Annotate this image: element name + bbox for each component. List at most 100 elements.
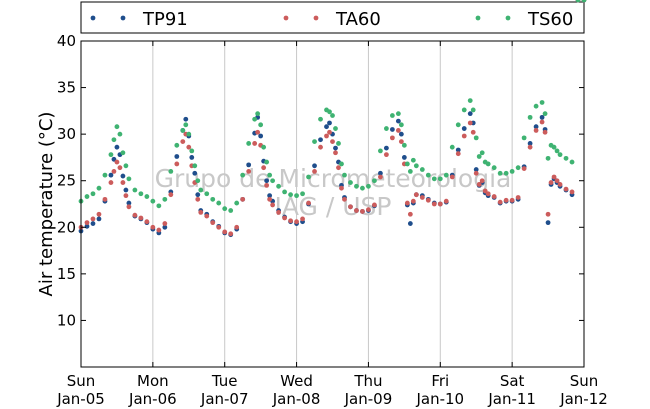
data-point [407, 211, 413, 217]
data-point [467, 98, 473, 104]
data-point [581, 0, 587, 3]
data-point [126, 204, 132, 210]
data-point [473, 167, 479, 172]
data-point [267, 196, 273, 202]
y-axis-label: Air temperature (°C) [36, 112, 57, 297]
x-tick-label-day: Mon [137, 372, 169, 390]
data-point [413, 163, 419, 169]
data-point [342, 196, 347, 202]
data-point [195, 196, 201, 202]
data-point [198, 209, 204, 215]
data-point [261, 165, 267, 171]
data-point [395, 128, 401, 133]
data-point [324, 133, 329, 139]
data-point [117, 165, 123, 171]
y-tick-label: 30 [57, 125, 76, 143]
data-point [168, 169, 174, 174]
data-point [108, 180, 114, 185]
data-point [431, 176, 437, 182]
data-point [240, 172, 246, 178]
data-point [267, 172, 273, 178]
data-point [96, 185, 102, 191]
data-point [270, 178, 276, 184]
legend-marker [283, 15, 289, 21]
data-point [84, 220, 90, 226]
data-point [461, 126, 467, 131]
data-point [372, 178, 377, 184]
data-point [545, 155, 551, 161]
data-point [306, 174, 311, 180]
data-point [228, 208, 234, 213]
data-point [545, 220, 551, 226]
data-point [539, 119, 545, 125]
data-point [533, 124, 539, 130]
data-point [90, 191, 96, 197]
watermark-line-1: Grupo de Micrometeorologia [155, 164, 512, 193]
data-point [479, 178, 485, 184]
x-tick-label-day: Thu [353, 372, 382, 390]
data-point [419, 167, 425, 172]
data-point [327, 129, 332, 135]
data-point [551, 174, 557, 180]
data-point [162, 196, 168, 202]
y-tick-label: 40 [57, 32, 76, 50]
legend-marker [90, 15, 96, 21]
data-point [449, 174, 455, 180]
data-point [123, 187, 129, 193]
data-point [216, 200, 222, 206]
series-TS60 [78, 0, 587, 213]
data-point [144, 194, 150, 199]
data-point [210, 220, 216, 226]
data-point [509, 197, 515, 203]
data-point [282, 215, 287, 221]
data-point [195, 192, 201, 198]
data-point [186, 131, 192, 137]
data-point [455, 147, 461, 153]
data-point [333, 126, 338, 131]
data-point [521, 135, 527, 141]
x-tick-label-date: Jan-12 [559, 390, 608, 408]
data-point [246, 169, 252, 174]
data-point [312, 169, 317, 174]
data-point [174, 161, 180, 167]
data-point [102, 196, 108, 202]
data-point [554, 178, 560, 184]
data-point [383, 126, 389, 131]
data-point [150, 224, 156, 230]
data-point [425, 172, 431, 178]
x-tick-label-date: Jan-05 [56, 390, 105, 408]
data-point [410, 198, 416, 204]
data-point [395, 118, 401, 124]
data-point [378, 174, 383, 180]
data-point [120, 173, 126, 179]
data-point [234, 224, 240, 230]
data-point [533, 128, 539, 133]
data-point [294, 219, 299, 225]
data-point [366, 207, 371, 212]
data-point [398, 139, 404, 144]
data-point [398, 131, 404, 137]
x-tick-label-date: Jan-08 [272, 390, 321, 408]
data-point [108, 172, 114, 178]
data-point [348, 204, 353, 210]
data-point [312, 163, 317, 169]
data-points [78, 0, 587, 238]
data-point [195, 178, 201, 184]
data-point [264, 178, 270, 184]
data-point [324, 124, 329, 130]
data-point [168, 192, 174, 198]
data-point [383, 145, 389, 151]
data-point [210, 196, 216, 202]
data-point [467, 111, 473, 117]
data-point [327, 109, 332, 115]
data-point [333, 145, 338, 151]
data-point [413, 192, 419, 198]
data-point [288, 218, 293, 224]
y-tick-label: 20 [57, 218, 76, 236]
data-point [189, 155, 195, 160]
data-point [132, 212, 138, 218]
data-point [336, 141, 341, 146]
data-point [180, 139, 186, 144]
y-tick-label: 10 [57, 311, 76, 329]
data-point [563, 155, 569, 161]
